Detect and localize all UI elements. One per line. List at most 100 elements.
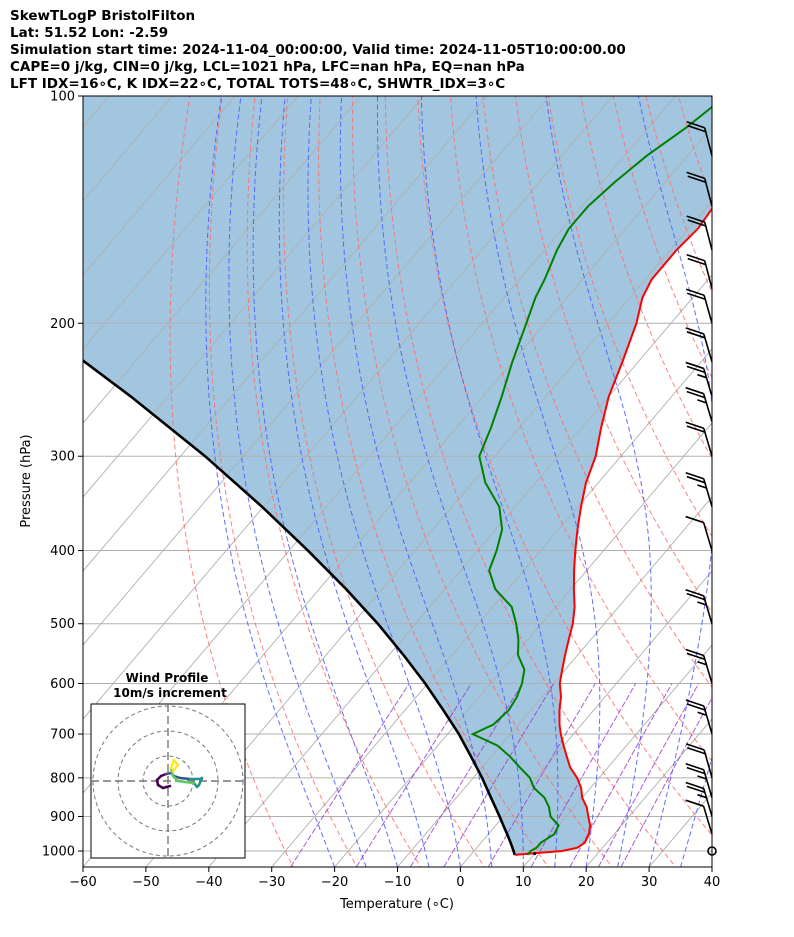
moist-adiabat <box>339 96 493 867</box>
dry-adiabat <box>547 96 712 538</box>
x-tick-label: −50 <box>132 875 159 890</box>
hodograph-segment <box>171 763 180 773</box>
mixing-ratio-line <box>409 683 523 867</box>
dry-adiabat <box>169 96 294 867</box>
wind-barb <box>686 121 713 156</box>
mixing-ratio-line <box>355 683 472 867</box>
y-tick-label: 500 <box>50 617 75 632</box>
isotherm-line <box>711 866 712 867</box>
wind-barbs <box>685 121 717 856</box>
inset-title: Wind Profile <box>126 671 209 685</box>
isotherm-line <box>522 644 712 867</box>
wind-barb <box>685 799 713 835</box>
y-axis-label: Pressure (hPa) <box>19 434 34 527</box>
mixing-ratio-line <box>530 683 637 867</box>
lcl-marker <box>533 852 537 856</box>
y-tick-label: 1000 <box>42 845 75 860</box>
location-line: Lat: 51.52 Lon: -2.59 <box>10 25 169 41</box>
dry-adiabat <box>384 96 677 867</box>
wind-barb <box>685 288 713 324</box>
sounding-lines <box>83 105 712 856</box>
mixing-ratio-line <box>620 696 712 867</box>
x-tick-label: 0 <box>456 875 464 890</box>
isotherm-line <box>83 96 425 498</box>
time-line: Simulation start time: 2024-11-04_00:00:… <box>10 42 626 58</box>
wind-barb <box>685 648 713 684</box>
isotherm-line <box>83 96 299 350</box>
wind-profile-inset: Wind Profile 10m/s increment <box>90 671 246 859</box>
moist-adiabat <box>252 96 398 867</box>
isotherm-line <box>396 496 712 867</box>
hodograph-segment <box>169 766 175 778</box>
isotherm-line <box>0 61 76 882</box>
moist-adiabat <box>376 96 524 867</box>
moist-adiabat <box>680 755 712 867</box>
wind-barb <box>685 421 713 457</box>
y-tick-label: 600 <box>50 677 75 692</box>
y-tick-label: 300 <box>50 450 75 465</box>
wind-barb <box>685 781 713 817</box>
x-tick-label: −60 <box>69 875 96 890</box>
mixing-ratio-line <box>597 683 700 867</box>
wind-barb <box>685 472 713 507</box>
x-tick-label: 20 <box>578 875 595 890</box>
moist-adiabat <box>205 96 336 867</box>
chart-title: SkewTLogP BristolFilton <box>10 8 196 24</box>
moist-adiabat <box>228 96 367 867</box>
y-tick-label: 900 <box>50 810 75 825</box>
y-tick-label: 100 <box>50 90 75 105</box>
wind-barb <box>685 743 713 779</box>
x-tick-label: −30 <box>258 875 285 890</box>
isotherm-line <box>83 96 551 646</box>
x-tick-label: 30 <box>641 875 658 890</box>
isotherm-line <box>83 96 488 572</box>
mixing-ratio-line <box>443 683 555 867</box>
cape-line: CAPE=0 j/kg, CIN=0 j/kg, LCL=1021 hPa, L… <box>10 59 525 75</box>
isotherm-line <box>208 274 712 867</box>
hodograph-segment <box>197 776 204 787</box>
moist-adiabat <box>278 96 430 867</box>
wind-barb <box>686 215 713 251</box>
isotherm-line <box>334 422 712 867</box>
indices-line: LFT IDX=16∘C, K IDX=22∘C, TOTAL TOTS=48∘… <box>10 76 506 92</box>
y-tick-label: 800 <box>50 771 75 786</box>
dewpoint-line <box>470 105 712 856</box>
y-tick-label: 200 <box>50 317 75 332</box>
x-tick-label: −40 <box>195 875 222 890</box>
dry-adiabat <box>283 96 486 867</box>
moist-adiabat <box>711 865 712 867</box>
x-tick-label: 10 <box>515 875 532 890</box>
isotherm-line <box>83 96 173 202</box>
moist-adiabat <box>307 96 461 867</box>
x-tick-label: 40 <box>704 875 721 890</box>
wind-barb <box>685 515 713 551</box>
isotherm-line <box>0 61 13 882</box>
isotherm-line <box>83 96 614 720</box>
temperature-line <box>514 207 712 856</box>
moist-adiabat <box>545 96 652 867</box>
dry-adiabat <box>318 96 549 867</box>
wind-barb <box>685 588 713 624</box>
isotherm-line <box>145 200 712 867</box>
dry-adiabat <box>776 96 794 870</box>
dry-adiabat <box>208 96 358 867</box>
y-tick-label: 700 <box>50 728 75 743</box>
dry-adiabat <box>482 96 712 689</box>
x-tick-label: −20 <box>321 875 348 890</box>
axis-ticks: −60 −50 −40 −30 −20 −10 0 10 20 30 40 1000 900 800 700… <box>42 90 720 891</box>
dry-adiabat <box>744 96 794 870</box>
hodograph-segment <box>183 780 196 785</box>
wind-barb <box>685 327 713 363</box>
dry-adiabat <box>417 96 712 836</box>
isotherm-line <box>83 96 362 424</box>
cape-cin-shading <box>83 96 712 855</box>
wind-barb <box>685 762 713 798</box>
moist-adiabat <box>475 96 601 867</box>
dry-adiabat <box>710 96 712 101</box>
parcel-profile-line <box>83 359 516 856</box>
x-axis-label: Temperature (∘C) <box>339 897 454 912</box>
wind-barb <box>685 386 713 422</box>
inset-subtitle: 10m/s increment <box>113 686 227 700</box>
cin-shading-area <box>83 96 712 855</box>
